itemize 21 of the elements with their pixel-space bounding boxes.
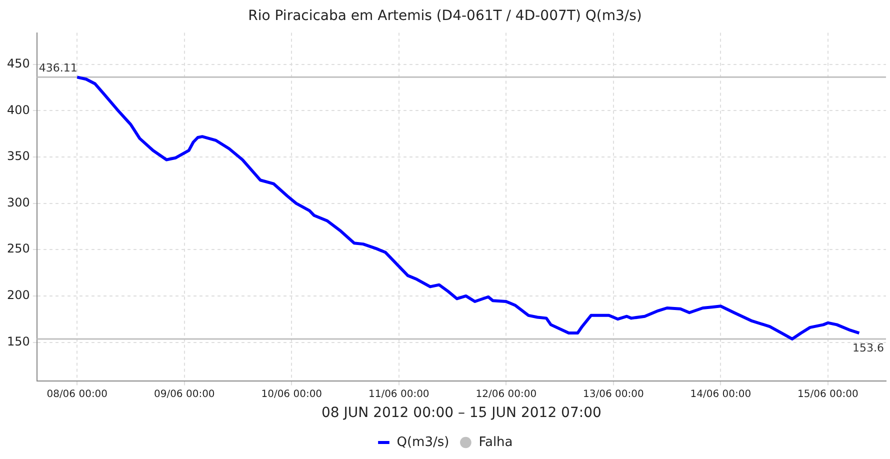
ref-line-label: 436.11	[38, 62, 78, 75]
x-axis-title: 08 JUN 2012 00:00 – 15 JUN 2012 07:00	[322, 405, 602, 422]
x-tick-label: 08/06 00:00	[46, 388, 108, 400]
legend-label: Q(m3/s)	[396, 434, 450, 450]
x-tick-label: 11/06 00:00	[368, 388, 430, 400]
x-tick-label: 12/06 00:00	[476, 388, 537, 400]
y-tick-label: 400	[7, 102, 30, 117]
x-tick-label: 15/06 00:00	[797, 388, 858, 400]
x-tick-label: 14/06 00:00	[690, 388, 752, 400]
x-tick-label: 13/06 00:00	[582, 388, 644, 400]
y-tick-label: 150	[7, 334, 30, 348]
x-tick-label: 10/06 00:00	[261, 388, 322, 400]
ref-line-label: 153.6	[852, 341, 884, 354]
y-tick-label: 450	[7, 56, 30, 70]
y-tick-label: 350	[7, 149, 30, 164]
y-tick-label: 300	[7, 195, 30, 210]
legend-label: Falha	[478, 434, 513, 450]
y-tick-label: 250	[7, 242, 30, 256]
y-tick-label: 200	[7, 288, 30, 302]
x-tick-label: 09/06 00:00	[154, 388, 215, 400]
chart-title: Rio Piracicaba em Artemis (D4-061T / 4D-007T) Q(m3/s)	[248, 8, 642, 24]
